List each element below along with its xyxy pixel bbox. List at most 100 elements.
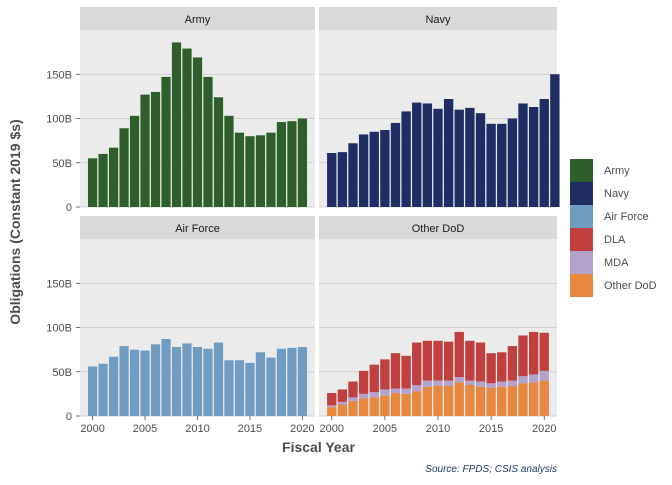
bar-air-force-air-force-2001 (98, 363, 108, 416)
x-axis-title: Fiscal Year (282, 439, 355, 455)
bar-other-dod-mda-2014 (475, 381, 486, 387)
bar-other-dod-dla-2019 (528, 331, 539, 375)
bar-navy-navy-2004 (369, 131, 379, 207)
bar-other-dod-dla-2006 (390, 353, 401, 389)
bar-navy-navy-2015 (486, 123, 496, 207)
bar-air-force-air-force-2017 (266, 357, 276, 416)
bar-air-force-air-force-2009 (182, 343, 192, 416)
x-tick-label: 2020 (532, 423, 556, 435)
bar-air-force-air-force-2003 (119, 346, 129, 416)
bar-other-dod-mda-2020 (539, 370, 549, 381)
bar-other-dod-mda-2004 (369, 392, 379, 398)
bar-other-dod-mda-2000 (327, 405, 337, 408)
facet-strip-other-dod (319, 216, 557, 239)
bar-other-dod-other-dod-2014 (475, 386, 486, 416)
bar-army-army-2019 (287, 121, 297, 207)
legend-label-army: Army (604, 165, 630, 177)
bar-other-dod-dla-2014 (475, 342, 486, 382)
bar-other-dod-dla-2016 (497, 352, 507, 382)
bar-navy-navy-2020 (539, 99, 549, 207)
bar-other-dod-mda-2015 (486, 383, 496, 388)
bar-other-dod-mda-2006 (390, 388, 401, 393)
facet-title-navy: Navy (425, 14, 451, 26)
bar-army-army-2016 (255, 135, 266, 207)
bar-army-army-2015 (245, 136, 255, 207)
bar-navy-navy-2011 (443, 99, 454, 207)
y-tick-label: 0 (66, 202, 72, 214)
bar-other-dod-other-dod-2020 (539, 380, 549, 416)
bar-other-dod-mda-2009 (422, 380, 433, 387)
bar-navy-navy-2018 (518, 103, 528, 207)
bar-other-dod-other-dod-2000 (327, 407, 337, 416)
legend-swatch-dla (570, 228, 593, 251)
x-tick-label: 2015 (479, 423, 503, 435)
bar-other-dod-dla-2011 (443, 341, 454, 381)
bar-air-force-air-force-2015 (245, 362, 255, 416)
bar-other-dod-other-dod-2015 (486, 387, 496, 416)
bar-army-army-2004 (129, 115, 140, 207)
bar-other-dod-dla-2003 (358, 370, 369, 394)
bar-other-dod-other-dod-2011 (443, 385, 454, 416)
bar-other-dod-other-dod-2008 (412, 391, 422, 416)
legend-swatch-air-force (570, 205, 593, 228)
facet-title-army: Army (185, 14, 211, 26)
legend-label-mda: MDA (604, 257, 629, 269)
x-tick-label: 2020 (290, 423, 314, 435)
bar-other-dod-other-dod-2003 (358, 398, 369, 416)
bar-army-army-2017 (266, 132, 276, 207)
bar-other-dod-dla-2018 (518, 335, 528, 377)
facet-strip-navy (319, 7, 557, 30)
legend-swatch-mda (570, 251, 593, 274)
bar-other-dod-other-dod-2018 (518, 383, 528, 416)
bar-army-army-2009 (182, 48, 192, 208)
legend-label-other-dod: Other DoD (604, 280, 657, 292)
source-caption: Source: FPDS; CSIS analysis (425, 464, 557, 475)
bar-other-dod-dla-2017 (507, 346, 518, 381)
legend-swatch-army (570, 159, 593, 182)
bar-other-dod-other-dod-2010 (433, 385, 443, 416)
bar-navy-navy-2021 (550, 74, 560, 207)
bar-other-dod-dla-2000 (327, 392, 337, 406)
bar-other-dod-dla-2007 (401, 355, 411, 389)
bar-air-force-air-force-2016 (255, 352, 266, 416)
y-tick-label: 50B (52, 158, 72, 170)
y-tick-label: 150B (46, 69, 72, 81)
bar-army-army-2013 (224, 115, 234, 207)
bar-other-dod-other-dod-2009 (422, 386, 433, 416)
bar-army-army-2005 (140, 94, 150, 207)
bar-navy-navy-2012 (454, 109, 464, 207)
bar-air-force-air-force-2018 (276, 348, 287, 416)
bar-army-army-2002 (108, 147, 119, 207)
bar-other-dod-mda-2017 (507, 380, 518, 386)
x-tick-label: 2005 (133, 423, 157, 435)
bar-navy-navy-2009 (422, 103, 433, 207)
bar-navy-navy-2005 (380, 130, 390, 207)
bar-air-force-air-force-2020 (297, 346, 308, 416)
bar-other-dod-mda-2002 (348, 397, 358, 401)
bar-other-dod-mda-2005 (380, 389, 390, 396)
bar-other-dod-dla-2008 (412, 342, 422, 386)
facet-title-air-force: Air Force (175, 223, 220, 235)
bar-army-army-2011 (203, 76, 213, 207)
y-tick-label: 0 (66, 411, 72, 423)
y-tick-label: 50B (52, 367, 72, 379)
bar-other-dod-other-dod-2007 (401, 393, 411, 417)
bar-other-dod-mda-2007 (401, 388, 411, 394)
bar-other-dod-other-dod-2017 (507, 385, 518, 416)
bar-army-army-2008 (171, 42, 182, 207)
bar-other-dod-mda-2018 (518, 376, 528, 384)
bar-other-dod-dla-2010 (433, 340, 443, 381)
bar-air-force-air-force-2013 (224, 360, 234, 416)
bar-navy-navy-2019 (528, 107, 539, 207)
bar-other-dod-dla-2002 (348, 381, 358, 398)
bar-army-army-2003 (119, 128, 129, 207)
bar-other-dod-mda-2016 (497, 381, 507, 387)
bar-army-army-2020 (297, 118, 308, 207)
bar-other-dod-other-dod-2019 (528, 382, 539, 416)
bar-navy-navy-2007 (401, 111, 411, 207)
bar-army-army-2012 (213, 97, 224, 207)
bar-army-army-2006 (150, 91, 161, 207)
bar-navy-navy-2016 (497, 123, 507, 207)
